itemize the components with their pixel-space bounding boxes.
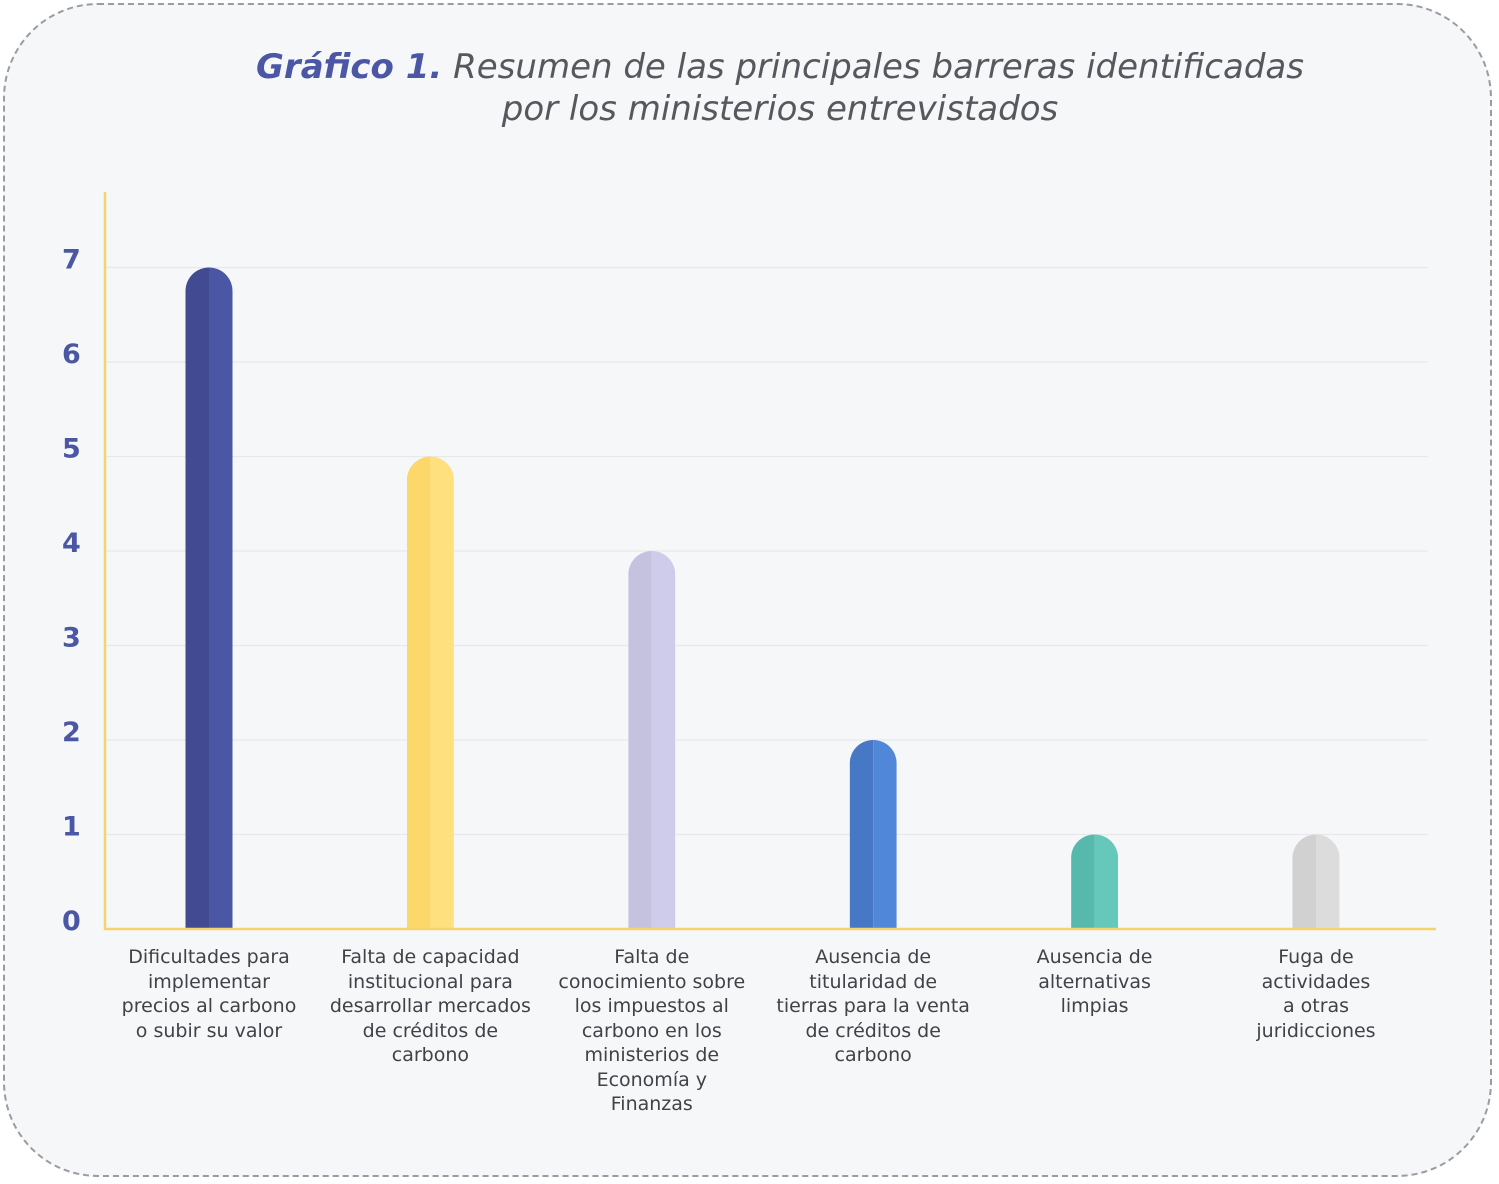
- x-tick-label-line: los impuestos al: [574, 995, 729, 1017]
- bar-left-half: [185, 267, 209, 929]
- x-tick-label: Falta de capacidad institucional para desa…: [320, 945, 540, 1068]
- x-tick-label-line: carbono en los: [581, 1019, 722, 1042]
- x-tick-label-line: implementar: [148, 970, 270, 993]
- bar-right-half: [1094, 834, 1119, 929]
- x-tick-label: Falta de conocimiento sobre los impuestos …: [542, 945, 762, 1117]
- chart-title-line-1: Gráfico 1. Resumen de las principales ba…: [180, 46, 1380, 88]
- y-tick-label: 5: [62, 434, 81, 465]
- x-tick-label-line: a otras: [1282, 995, 1350, 1017]
- x-tick-label-line: Finanzas: [610, 1093, 693, 1115]
- chart-title: Gráfico 1. Resumen de las principales ba…: [180, 46, 1380, 130]
- bar: [628, 551, 676, 929]
- x-tick-label-line: titularidad de: [809, 970, 938, 993]
- bar-right-half: [651, 551, 676, 929]
- y-tick-label: 1: [62, 812, 81, 843]
- x-tick-label-line: o subir su valor: [135, 1019, 283, 1042]
- x-tick-label-line: Ausencia de: [815, 946, 932, 968]
- bar-left-half: [406, 456, 431, 929]
- x-tick-label: Fuga de actividades a otras juridicciones: [1206, 945, 1426, 1043]
- bar: [406, 456, 454, 929]
- x-tick-label-line: Falta de capacidad: [341, 946, 520, 968]
- bar-left-half: [1292, 834, 1316, 929]
- y-tick-label: 2: [62, 717, 81, 748]
- x-tick-label-line: Dificultades para: [128, 946, 290, 968]
- bar: [1292, 834, 1340, 929]
- x-tick-label-line: actividades: [1261, 970, 1371, 993]
- x-tick-label-line: juridicciones: [1256, 1019, 1376, 1042]
- bar: [185, 267, 233, 929]
- x-tick-label-line: Ausencia de: [1036, 946, 1153, 968]
- x-tick-label-line: desarrollar mercados: [329, 995, 531, 1017]
- x-tick-label-line: Economía y: [596, 1068, 708, 1091]
- x-tick-label: Ausencia de alternativas limpias: [985, 945, 1205, 1019]
- x-tick-label-line: tierras para la venta: [776, 995, 970, 1017]
- x-tick-label-line: carbono: [391, 1044, 470, 1066]
- x-tick-label-line: de créditos de: [805, 1019, 941, 1042]
- x-tick-label-line: conocimiento sobre: [558, 970, 746, 993]
- y-tick-label: 6: [62, 339, 81, 370]
- bar-left-half: [628, 551, 652, 929]
- bar: [1071, 834, 1119, 929]
- x-tick-label: Dificultades para implementar precios al c…: [99, 945, 319, 1043]
- chart-title-line-2: por los ministerios entrevistados: [501, 89, 1059, 129]
- x-tick-label-line: ministerios de: [584, 1044, 720, 1066]
- x-tick-label: Ausencia de titularidad de tierras para la…: [763, 945, 983, 1068]
- bar-right-half: [873, 740, 897, 929]
- y-tick-label: 0: [62, 906, 81, 937]
- x-tick-label-line: precios al carbono: [121, 995, 297, 1017]
- x-tick-label-line: alternativas: [1038, 970, 1151, 993]
- bar-left-half: [1071, 834, 1095, 929]
- bar: [849, 740, 897, 929]
- x-tick-label-line: carbono: [834, 1044, 912, 1066]
- bar-right-half: [1316, 834, 1340, 929]
- bar-right-half: [430, 456, 454, 929]
- x-tick-label-line: Falta de: [614, 946, 690, 968]
- bar-right-half: [209, 267, 233, 929]
- chart-title-lead: Gráfico 1.: [256, 47, 443, 87]
- x-tick-label-line: institucional para: [347, 970, 513, 993]
- chart-title-text-1: Resumen de las principales barreras iden…: [453, 47, 1304, 87]
- y-tick-label: 3: [62, 623, 81, 654]
- y-tick-label: 7: [62, 245, 81, 276]
- x-tick-label-line: de créditos de: [362, 1019, 499, 1042]
- y-tick-label: 4: [62, 528, 81, 559]
- bar-left-half: [849, 740, 874, 929]
- chart-card: [3, 3, 1492, 1177]
- x-tick-label-line: Fuga de: [1278, 946, 1354, 968]
- x-tick-label-line: limpias: [1060, 995, 1129, 1017]
